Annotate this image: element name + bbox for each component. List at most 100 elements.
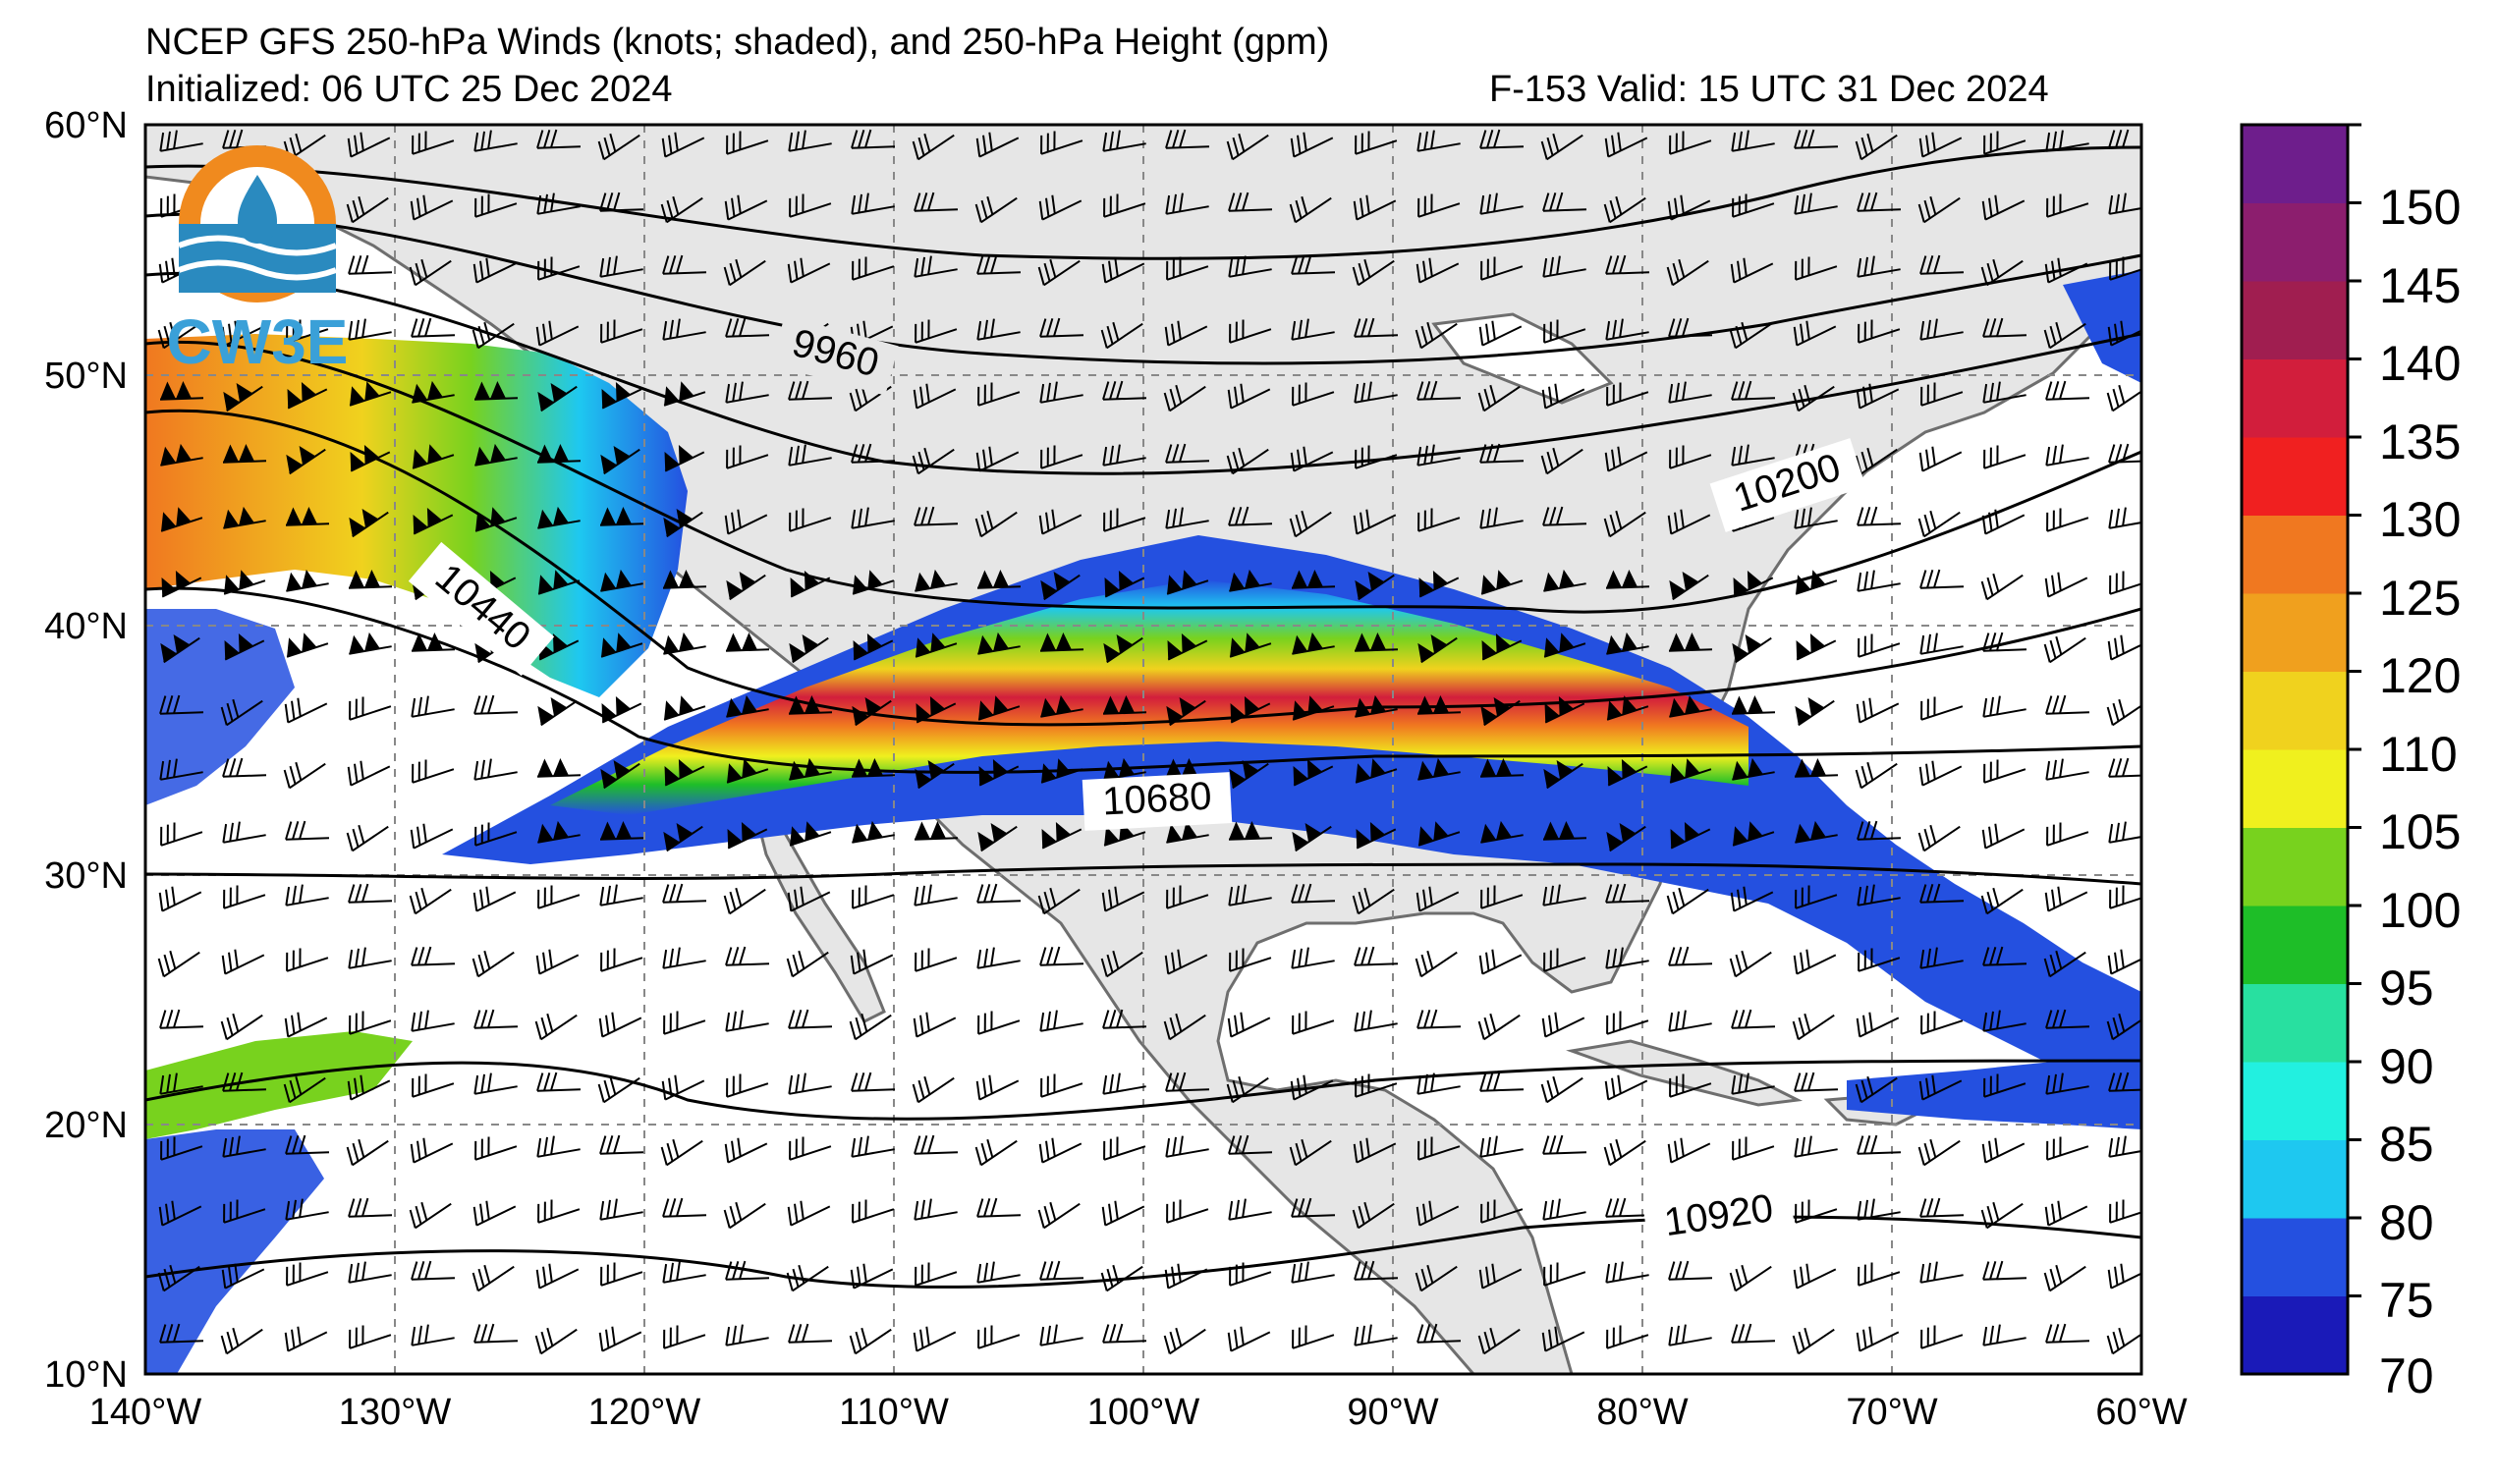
logo-text: CW3E <box>167 306 349 377</box>
wind-barb <box>538 632 580 661</box>
wind-barb <box>1228 820 1273 841</box>
wind-barb <box>1669 445 1712 469</box>
wind-barb <box>1040 694 1083 718</box>
wind-barb <box>723 1201 766 1230</box>
wind-barb <box>159 694 204 715</box>
wind-barb <box>1415 321 1458 350</box>
wind-barb <box>473 694 519 715</box>
lat-label: 20°N <box>44 1105 128 1146</box>
wind-barb <box>1102 444 1146 467</box>
wind-barb <box>1667 194 1711 221</box>
colorbar-swatches <box>2242 123 2361 1375</box>
colorbar-swatch <box>2242 437 2348 516</box>
wind-barb <box>160 1136 203 1161</box>
wind-barb <box>1041 821 1082 850</box>
wind-barb <box>725 381 769 404</box>
wind-barb <box>1103 508 1146 532</box>
wind-barb <box>158 1200 202 1227</box>
wind-barb <box>411 1324 455 1347</box>
wind-barb <box>787 1200 831 1227</box>
wind-barb <box>2108 507 2141 529</box>
wind-barb <box>1543 759 1583 790</box>
wind-barb <box>976 254 1022 275</box>
wind-barb <box>1479 129 1525 149</box>
wind-barb <box>914 884 958 907</box>
wind-barb <box>2106 1327 2141 1355</box>
wind-barb <box>914 1134 959 1155</box>
wind-barb <box>1165 129 1210 149</box>
wind-barb <box>349 1325 392 1349</box>
wind-barb <box>1292 1325 1335 1349</box>
wind-barb <box>2107 1263 2141 1290</box>
wind-barb <box>1230 695 1271 724</box>
wind-barb <box>474 193 518 218</box>
wind-barb <box>348 1261 392 1284</box>
wind-barb <box>788 1072 832 1095</box>
wind-barb <box>349 381 392 407</box>
lat-label: 10°N <box>44 1354 128 1396</box>
wind-barb <box>1416 380 1462 401</box>
wind-barb <box>2108 192 2141 215</box>
wind-barb <box>286 569 329 592</box>
wind-barb <box>1792 384 1835 412</box>
colorbar-label: 150 <box>2379 180 2461 235</box>
wind-barb <box>1038 509 1082 535</box>
wind-barb <box>1605 1261 1649 1284</box>
wind-barb <box>1040 131 1083 155</box>
wind-barb <box>1795 885 1838 909</box>
wind-barb <box>726 758 769 784</box>
wind-barb <box>1165 507 1209 529</box>
wind-barb <box>790 570 831 598</box>
wind-barb <box>851 192 895 215</box>
wind-barb <box>159 1009 204 1029</box>
wind-barb <box>2108 1135 2141 1158</box>
wind-barb <box>1606 822 1646 852</box>
latitude-labels: 60°N 50°N 40°N 30°N 20°N 10°N <box>44 105 128 1396</box>
wind-barb <box>1732 757 1775 781</box>
colorbar-labels: 150 145 140 135 130 125 120 110 105 100 … <box>2379 180 2461 1403</box>
wind-barb <box>1920 1325 1964 1349</box>
wind-barb <box>662 1261 706 1284</box>
wind-barb <box>1542 1198 1586 1221</box>
wind-barb <box>1983 131 2026 155</box>
wind-barb <box>534 1327 578 1355</box>
wind-barb <box>159 130 203 152</box>
wind-barb <box>1040 445 1083 469</box>
wind-barb <box>977 1325 1021 1349</box>
wind-barb <box>537 820 581 844</box>
wind-barb <box>2046 1136 2089 1161</box>
wind-barb <box>2045 1009 2090 1029</box>
wind-barb <box>851 129 896 149</box>
wind-barb <box>1669 758 1712 784</box>
wind-barb <box>1795 696 1835 727</box>
wind-barb <box>1794 129 1839 149</box>
wind-barb <box>977 695 1021 721</box>
wind-barb <box>661 132 705 158</box>
wind-barb <box>977 382 1021 407</box>
wind-barb <box>223 382 263 412</box>
wind-barb <box>1479 443 1525 464</box>
wind-barb <box>473 1072 518 1095</box>
lon-label: 110°W <box>839 1392 949 1433</box>
wind-barb <box>284 697 328 724</box>
wind-barb <box>1417 1136 1461 1161</box>
wind-barb <box>1416 694 1462 715</box>
colorbar-label: 105 <box>2379 804 2461 859</box>
wind-barb <box>1478 1263 1523 1290</box>
wind-barb <box>1352 258 1395 287</box>
wind-barb <box>723 887 766 915</box>
wind-barb <box>1039 1324 1083 1347</box>
colorbar-label: 110 <box>2379 727 2458 782</box>
wind-barb <box>285 820 330 841</box>
wind-barb <box>850 1263 894 1290</box>
wind-barb <box>410 1137 454 1164</box>
wind-barb <box>1102 130 1146 152</box>
wind-barb <box>349 1011 392 1035</box>
wind-barb <box>1542 884 1586 907</box>
wind-barb <box>2046 193 2089 218</box>
wind-barb <box>1478 949 1523 975</box>
wind-barb <box>1980 258 2024 287</box>
wind-barb <box>1039 1260 1084 1281</box>
colorbar: 150 145 140 135 130 125 120 110 105 100 … <box>2240 123 2461 1403</box>
wind-barb <box>789 821 832 847</box>
